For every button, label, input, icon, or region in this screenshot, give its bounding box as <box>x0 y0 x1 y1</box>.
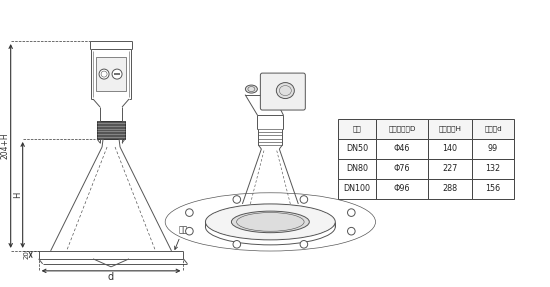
Bar <box>472 119 514 139</box>
Circle shape <box>300 196 307 203</box>
Bar <box>472 179 514 199</box>
Bar <box>96 57 126 91</box>
Bar <box>376 159 428 179</box>
Text: 132: 132 <box>486 164 500 173</box>
Text: 20: 20 <box>24 251 30 259</box>
Text: 227: 227 <box>442 164 458 173</box>
Ellipse shape <box>276 83 294 98</box>
Bar <box>428 139 472 159</box>
Bar <box>97 121 125 139</box>
Text: 288: 288 <box>443 185 458 193</box>
Text: d: d <box>108 272 114 282</box>
Bar <box>376 139 428 159</box>
Text: 204+H: 204+H <box>1 133 10 159</box>
Text: 法兰: 法兰 <box>353 126 361 132</box>
Circle shape <box>348 209 355 216</box>
Bar <box>338 139 376 159</box>
Text: 99: 99 <box>488 144 498 154</box>
Bar <box>472 159 514 179</box>
FancyBboxPatch shape <box>260 73 305 110</box>
Text: DN100: DN100 <box>344 185 371 193</box>
Ellipse shape <box>245 85 257 93</box>
Text: Φ96: Φ96 <box>394 185 410 193</box>
Circle shape <box>300 241 307 248</box>
Bar <box>428 159 472 179</box>
Text: 喇叭口直径D: 喇叭口直径D <box>388 126 416 132</box>
Circle shape <box>185 227 193 235</box>
Text: 156: 156 <box>486 185 500 193</box>
Circle shape <box>348 227 355 235</box>
Circle shape <box>233 196 240 203</box>
Text: Φ46: Φ46 <box>394 144 410 154</box>
Text: 法兰: 法兰 <box>175 225 188 249</box>
Circle shape <box>185 209 193 216</box>
Ellipse shape <box>206 205 334 239</box>
Bar <box>472 139 514 159</box>
Text: 四螺盘d: 四螺盘d <box>484 126 502 132</box>
Text: 140: 140 <box>443 144 458 154</box>
Bar <box>338 179 376 199</box>
Bar <box>428 119 472 139</box>
Text: DN80: DN80 <box>346 164 368 173</box>
Bar <box>338 119 376 139</box>
Bar <box>338 159 376 179</box>
Text: DN50: DN50 <box>346 144 368 154</box>
Text: H: H <box>13 192 21 198</box>
Ellipse shape <box>232 211 309 233</box>
Text: Φ76: Φ76 <box>394 164 410 173</box>
Bar <box>376 119 428 139</box>
Circle shape <box>112 69 122 79</box>
Bar <box>376 179 428 199</box>
Text: 喇叭高度H: 喇叭高度H <box>439 126 461 132</box>
Bar <box>428 179 472 199</box>
Circle shape <box>99 69 109 79</box>
Circle shape <box>233 241 240 248</box>
Ellipse shape <box>206 204 336 240</box>
